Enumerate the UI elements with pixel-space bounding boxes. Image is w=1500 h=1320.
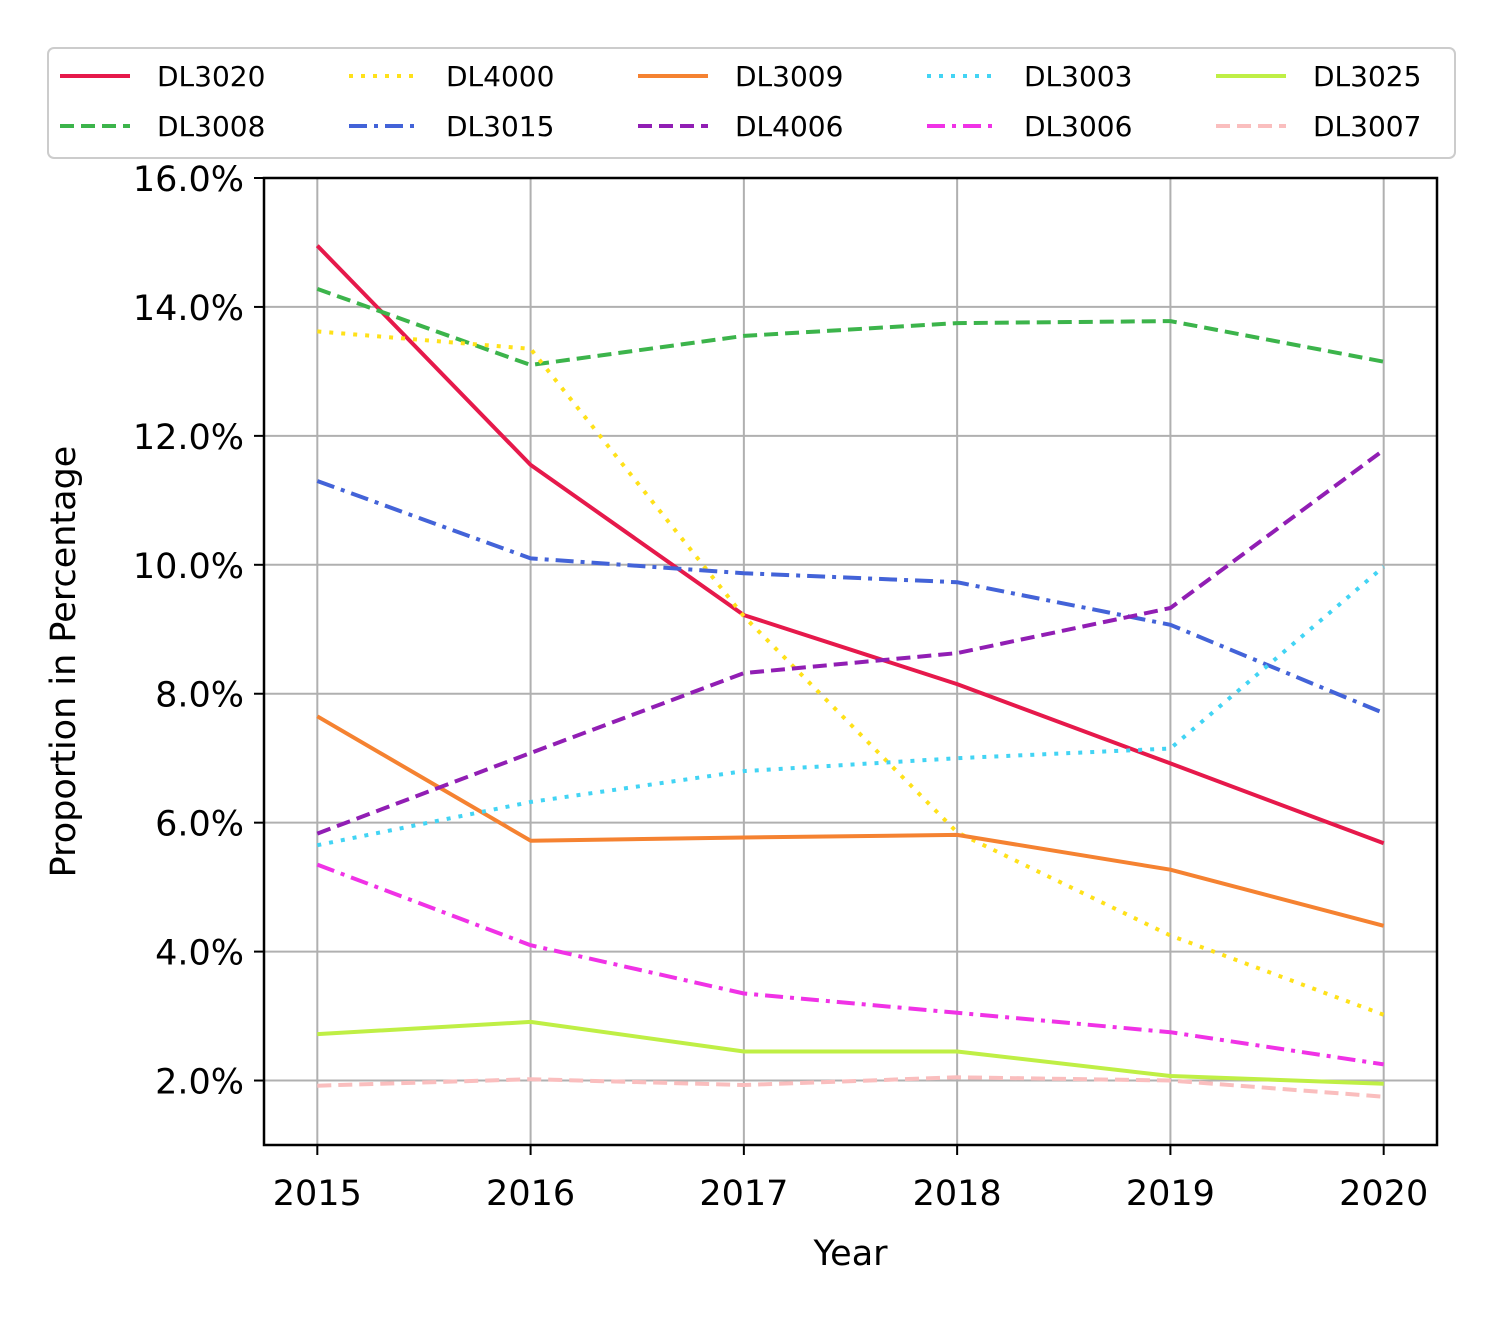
series-line-dl4006 <box>316 448 1385 836</box>
y-tick-label: 2.0% <box>155 1063 244 1103</box>
y-tick-label: 6.0% <box>155 805 244 845</box>
series-line-dl3003 <box>316 565 1385 848</box>
legend-label: DL3020 <box>157 60 265 93</box>
x-tick-label: 2015 <box>273 1174 362 1214</box>
x-tick-label: 2019 <box>1126 1174 1215 1214</box>
legend-label: DL3025 <box>1313 60 1421 93</box>
x-axis-label: Year <box>812 1234 888 1274</box>
legend-label: DL4006 <box>735 110 843 143</box>
series-line-dl3007 <box>317 1075 1384 1099</box>
legend-label: DL4000 <box>446 60 554 93</box>
series-line-dl3025 <box>317 1019 1384 1086</box>
y-tick-label: 14.0% <box>133 289 244 329</box>
legend: DL3020 DL3008 DL4000 DL3015 DL3009 DL4006 DL30… <box>47 47 1456 159</box>
legend-item-dl3009: DL3009 <box>638 60 843 93</box>
series-line-dl3006 <box>316 862 1384 1067</box>
series-line-dl3009 <box>316 714 1385 928</box>
series-line-dl3008 <box>316 287 1385 367</box>
ticks: 2015 2016 2017 2018 2019 2020 2.0% 4.0% 6.0% 8.0%… <box>133 160 1428 1214</box>
y-tick-label: 16.0% <box>133 160 244 200</box>
legend-label: DL3003 <box>1024 60 1132 93</box>
series-line-dl3015 <box>316 479 1385 715</box>
y-tick-label: 10.0% <box>133 547 244 587</box>
y-tick-label: 12.0% <box>133 418 244 458</box>
y-axis-label: Proportion in Percentage <box>44 446 84 878</box>
legend-item-dl3020: DL3020 <box>60 60 265 93</box>
legend-item-dl3006: DL3006 <box>927 110 1132 143</box>
y-tick-label: 4.0% <box>155 934 244 974</box>
plot-frame <box>262 176 1439 1147</box>
legend-item-dl3025: DL3025 <box>1216 60 1421 93</box>
x-tick-label: 2017 <box>699 1174 788 1214</box>
x-tick-label: 2016 <box>486 1174 575 1214</box>
legend-item-dl3003: DL3003 <box>927 60 1132 93</box>
legend-item-dl3007: DL3007 <box>1216 110 1421 143</box>
legend-label: DL3009 <box>735 60 843 93</box>
series-line-dl3020 <box>315 244 1385 846</box>
legend-label: DL3008 <box>157 110 265 143</box>
legend-item-dl4006: DL4006 <box>638 110 843 143</box>
legend-item-dl3015: DL3015 <box>349 110 554 143</box>
legend-label: DL3015 <box>446 110 554 143</box>
legend-label: DL3007 <box>1313 110 1421 143</box>
series-layer <box>315 244 1385 1099</box>
legend-item-dl4000: DL4000 <box>349 60 554 93</box>
x-tick-label: 2018 <box>913 1174 1002 1214</box>
y-tick-label: 8.0% <box>155 676 244 716</box>
legend-item-dl3008: DL3008 <box>60 110 265 143</box>
x-tick-label: 2020 <box>1339 1174 1428 1214</box>
legend-label: DL3006 <box>1024 110 1132 143</box>
